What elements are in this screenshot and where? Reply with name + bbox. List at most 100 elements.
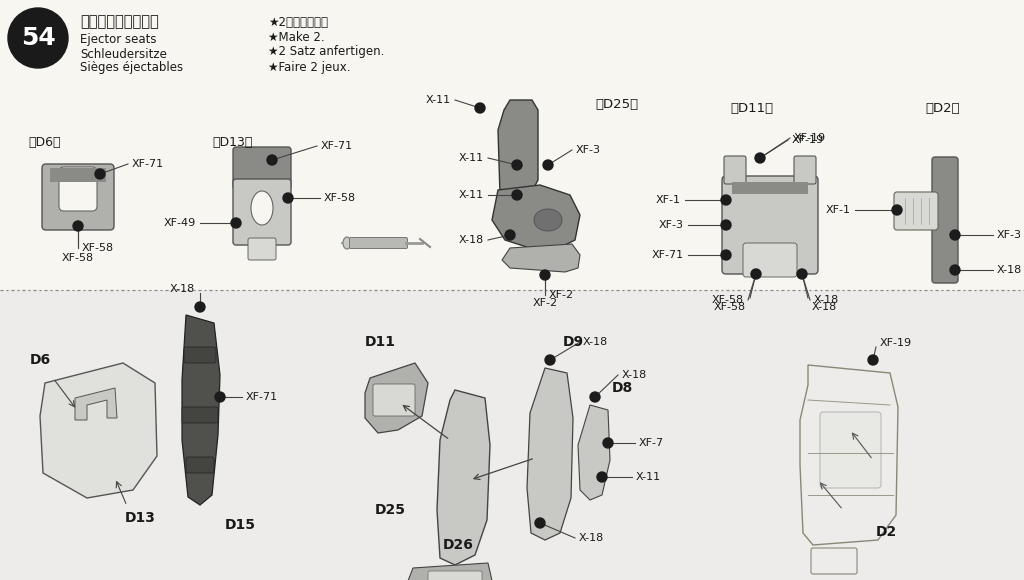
Circle shape [721,220,731,230]
Text: D25: D25 [375,503,406,517]
Circle shape [475,103,485,113]
Polygon shape [182,315,220,505]
Text: D26: D26 [443,538,474,552]
Bar [50,168,106,182]
Text: XF-71: XF-71 [652,250,684,260]
Circle shape [751,269,761,279]
Polygon shape [527,368,573,540]
Text: XF-3: XF-3 [997,230,1022,240]
Text: X-18: X-18 [583,337,608,347]
Text: Sièges éjectables: Sièges éjectables [80,61,183,74]
Text: X-18: X-18 [170,284,195,294]
FancyBboxPatch shape [428,571,482,580]
Polygon shape [502,244,580,272]
Text: ★2個作ります。: ★2個作ります。 [268,16,328,28]
Text: XF-58: XF-58 [714,302,746,312]
Text: XF-71: XF-71 [321,141,353,151]
Text: X-18: X-18 [622,370,647,380]
FancyBboxPatch shape [182,407,218,423]
Circle shape [505,230,515,240]
Text: X-11: X-11 [459,153,484,163]
Text: 《D6》: 《D6》 [28,136,60,148]
Text: ★Make 2.: ★Make 2. [268,31,325,44]
Polygon shape [365,363,428,433]
Polygon shape [437,390,490,565]
Text: 54: 54 [20,26,55,50]
Bar [0,0,1024,290]
FancyBboxPatch shape [722,176,818,274]
FancyBboxPatch shape [743,243,797,277]
Text: 《D11》: 《D11》 [730,102,773,114]
Text: X-11: X-11 [426,95,451,105]
Polygon shape [492,185,580,250]
Circle shape [267,155,278,165]
Circle shape [540,270,550,280]
Text: D6: D6 [30,353,51,367]
Text: XF-1: XF-1 [656,195,681,205]
Text: D9: D9 [563,335,584,349]
Circle shape [73,221,83,231]
Circle shape [543,160,553,170]
Text: X-18: X-18 [814,295,840,305]
Text: ★2 Satz anfertigen.: ★2 Satz anfertigen. [268,45,384,59]
Text: XF-58: XF-58 [712,295,744,305]
Circle shape [8,8,68,68]
Text: Ejector seats: Ejector seats [80,34,157,46]
Text: XF-71: XF-71 [132,159,164,169]
FancyBboxPatch shape [233,147,291,189]
Text: XF-3: XF-3 [659,220,684,230]
Text: D13: D13 [125,511,156,525]
Text: XF-2: XF-2 [549,290,574,300]
Bar [0,290,1024,580]
Text: XF-58: XF-58 [82,243,114,253]
Text: XF-58: XF-58 [324,193,356,203]
Ellipse shape [343,237,351,249]
Text: XF-2: XF-2 [532,298,557,308]
Circle shape [512,160,522,170]
Circle shape [512,190,522,200]
Circle shape [597,472,607,482]
Text: X-18: X-18 [997,265,1022,275]
Ellipse shape [534,209,562,231]
Circle shape [721,250,731,260]
Text: D11: D11 [365,335,396,349]
Text: XF-19: XF-19 [880,338,912,348]
Circle shape [603,438,613,448]
Circle shape [950,230,961,240]
Text: ★Faire 2 jeux.: ★Faire 2 jeux. [268,60,350,74]
Circle shape [231,218,241,228]
Text: D2: D2 [876,525,897,539]
Text: X-18: X-18 [812,302,838,312]
FancyBboxPatch shape [794,156,816,184]
FancyBboxPatch shape [59,167,97,211]
Text: X-11: X-11 [636,472,662,482]
Text: Schleudersitze: Schleudersitze [80,48,167,60]
FancyBboxPatch shape [248,238,276,260]
Text: XF-3: XF-3 [575,145,601,155]
Circle shape [545,355,555,365]
Text: XF-1: XF-1 [826,205,851,215]
Circle shape [95,169,105,179]
Text: XF-19: XF-19 [792,135,824,145]
FancyBboxPatch shape [233,179,291,245]
Circle shape [215,392,225,402]
Text: XF-71: XF-71 [246,392,279,402]
Circle shape [195,302,205,312]
Text: 《D2》: 《D2》 [925,102,959,114]
Circle shape [590,392,600,402]
Circle shape [755,153,765,163]
Text: XF-58: XF-58 [61,253,94,263]
Text: XF-49: XF-49 [164,218,196,228]
Ellipse shape [251,191,273,225]
Polygon shape [40,363,157,498]
Polygon shape [75,388,117,420]
FancyBboxPatch shape [373,384,415,416]
FancyBboxPatch shape [42,164,114,230]
Text: X-18: X-18 [459,235,484,245]
Text: X-18: X-18 [579,533,604,543]
FancyBboxPatch shape [894,192,938,230]
Circle shape [283,193,293,203]
Polygon shape [578,405,610,500]
Text: XF-7: XF-7 [639,438,665,448]
Text: 《D13》: 《D13》 [212,136,252,148]
